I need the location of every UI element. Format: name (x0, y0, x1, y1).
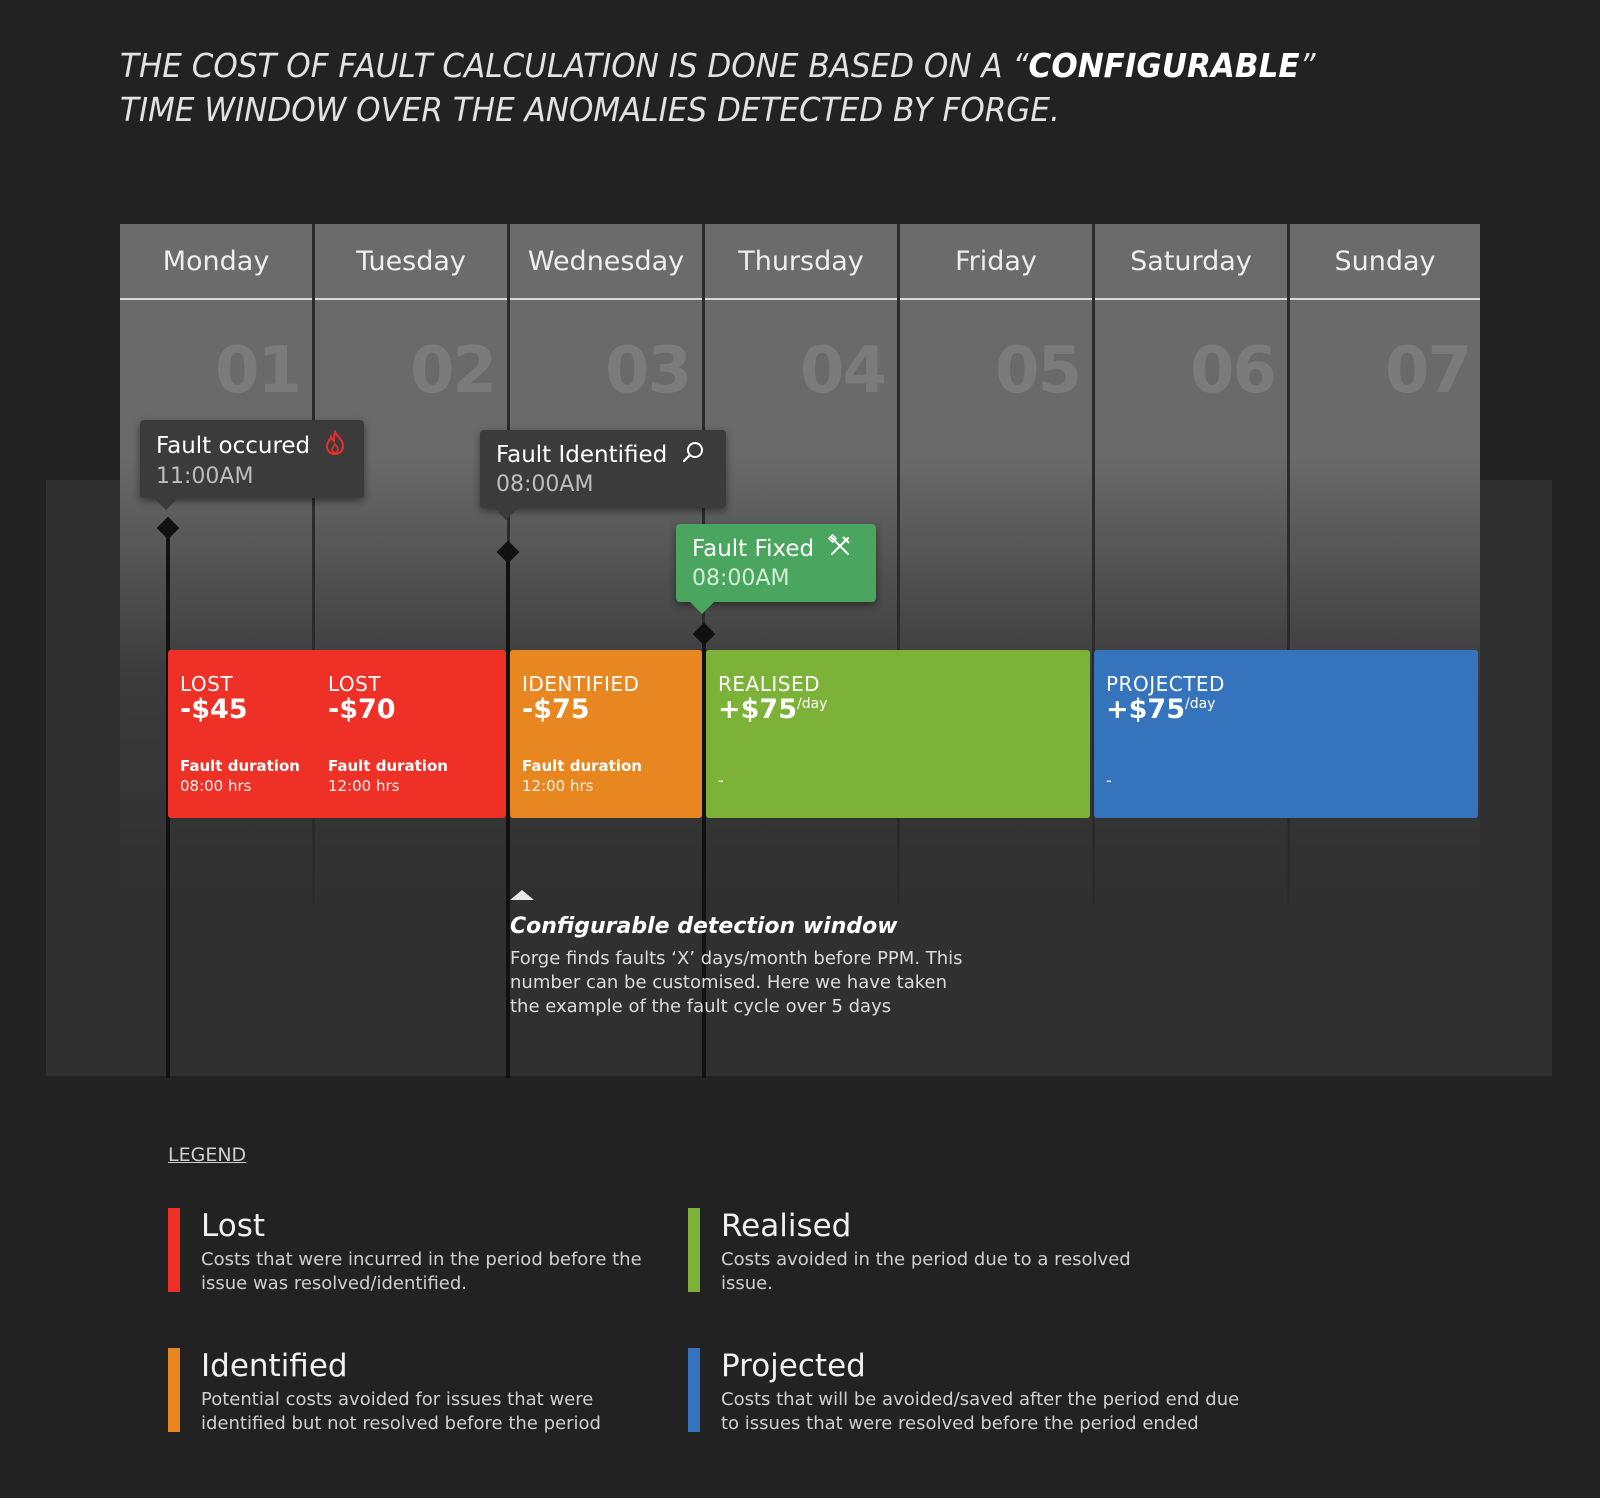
amount-unit: /day (1184, 696, 1216, 712)
duration-value: 08:00 hrs (180, 777, 252, 795)
callout-time: 08:00AM (496, 472, 594, 497)
fault-identified-marker-line (506, 552, 510, 1078)
identified-cell: IDENTIFIED -$75 Fault duration 12:00 hrs (522, 672, 642, 795)
cell-label: IDENTIFIED (522, 672, 640, 696)
legend-item-realised: Realised Costs avoided in the period due… (688, 1208, 1168, 1296)
lost-cell-tuesday: LOST -$70 Fault duration 12:00 hrs (328, 672, 448, 795)
cell-note: - (1106, 771, 1112, 790)
legend-item-description: Costs avoided in the period due to a res… (721, 1249, 1131, 1294)
projected-cell: PROJECTED +$75/day - (1106, 672, 1225, 790)
callout-title: Fault occured (156, 433, 311, 459)
cell-amount: -$70 (328, 694, 396, 725)
day-header-wednesday: Wednesday (510, 224, 702, 300)
day-name: Wednesday (527, 245, 685, 277)
cell-label: REALISED (718, 672, 820, 696)
legend-item-name: Identified (201, 1348, 348, 1384)
headline-part2: ” TIME WINDOW OVER THE ANOMALIES DETECTE… (120, 46, 1316, 129)
day-name: Saturday (1130, 245, 1252, 277)
headline-part1: THE COST OF FAULT CALCULATION IS DONE BA… (120, 46, 1029, 85)
callout-title: Fault Identified (496, 442, 668, 468)
fault-identified-callout: Fault Identified 08:00AM (480, 430, 726, 520)
cell-amount: +$75/day (1106, 694, 1225, 725)
legend-item-projected: Projected Costs that will be avoided/sav… (688, 1348, 1248, 1436)
day-header-thursday: Thursday (705, 224, 897, 300)
duration-label: Fault duration (522, 757, 642, 775)
legend-title: LEGEND (168, 1144, 247, 1166)
column-divider (1092, 224, 1095, 904)
realised-block: REALISED +$75/day - (706, 650, 1090, 818)
day-number: 07 (1384, 334, 1472, 408)
cell-label: PROJECTED (1106, 672, 1225, 696)
legend-item-name: Lost (201, 1208, 265, 1244)
detection-window-note: Configurable detection window Forge find… (510, 890, 990, 1019)
amount-value: +$75 (1106, 694, 1185, 725)
amount-unit: /day (796, 696, 828, 712)
projected-block: PROJECTED +$75/day - (1094, 650, 1478, 818)
cell-amount: -$45 (180, 694, 248, 725)
day-number: 04 (799, 334, 887, 408)
headline-emphasis: CONFIGURABLE (1028, 46, 1300, 85)
fault-fixed-callout: Fault Fixed 08:00AM (676, 524, 876, 614)
cell-amount: +$75/day (718, 694, 827, 725)
legend-item-name: Realised (721, 1208, 852, 1244)
day-header-saturday: Saturday (1095, 224, 1287, 300)
lost-cell-monday: LOST -$45 Fault duration 08:00 hrs (180, 672, 300, 795)
pointer-triangle-icon (510, 890, 534, 900)
callout-tail (690, 602, 714, 614)
callout-time: 08:00AM (692, 566, 790, 591)
day-number: 02 (409, 334, 497, 408)
flame-icon (324, 429, 346, 462)
cell-note: - (718, 771, 724, 790)
duration-value: 12:00 hrs (522, 777, 594, 795)
detection-window-title: Configurable detection window (510, 914, 898, 939)
callout-time: 11:00AM (156, 464, 254, 489)
amount-value: +$75 (718, 694, 797, 725)
legend-item-description: Costs that were incurred in the period b… (201, 1249, 642, 1294)
day-header-friday: Friday (900, 224, 1092, 300)
tools-icon (827, 533, 852, 564)
day-name: Monday (162, 245, 270, 277)
headline: THE COST OF FAULT CALCULATION IS DONE BA… (120, 44, 1380, 132)
day-header-monday: Monday (120, 224, 312, 300)
column-divider (897, 224, 900, 904)
lost-block: LOST -$45 Fault duration 08:00 hrs LOST … (168, 650, 506, 818)
day-header-tuesday: Tuesday (315, 224, 507, 300)
legend-item-name: Projected (721, 1348, 866, 1384)
legend-color-bar (688, 1348, 700, 1432)
legend-item-lost: Lost Costs that were incurred in the per… (168, 1208, 648, 1296)
day-number: 03 (604, 334, 692, 408)
callout-title: Fault Fixed (692, 536, 815, 562)
detection-window-description: Forge finds faults ‘X’ days/month before… (510, 948, 963, 1017)
legend-color-bar (168, 1208, 180, 1292)
cell-label: LOST (328, 672, 382, 696)
legend-item-description: Potential costs avoided for issues that … (201, 1389, 601, 1434)
column-divider (1287, 224, 1290, 904)
duration-label: Fault duration (180, 757, 300, 775)
callout-tail (494, 508, 518, 520)
legend-item-identified: Identified Potential costs avoided for i… (168, 1348, 648, 1436)
cell-label: LOST (180, 672, 234, 696)
day-number: 01 (214, 334, 302, 408)
duration-value: 12:00 hrs (328, 777, 400, 795)
cell-amount: -$75 (522, 694, 590, 725)
day-name: Tuesday (356, 245, 466, 277)
day-number: 05 (994, 334, 1082, 408)
callout-tail (154, 498, 178, 510)
legend-color-bar (168, 1348, 180, 1432)
legend-item-description: Costs that will be avoided/saved after t… (721, 1389, 1240, 1434)
legend-color-bar (688, 1208, 700, 1292)
day-name: Friday (955, 245, 1037, 277)
fault-occured-callout: Fault occured 11:00AM (140, 420, 364, 510)
day-name: Sunday (1334, 245, 1436, 277)
duration-label: Fault duration (328, 757, 448, 775)
day-number: 06 (1189, 334, 1277, 408)
column-divider (312, 224, 315, 904)
day-name: Thursday (738, 245, 864, 277)
search-icon (681, 440, 705, 470)
realised-cell: REALISED +$75/day - (718, 672, 827, 790)
day-header-sunday: Sunday (1290, 224, 1480, 300)
identified-block: IDENTIFIED -$75 Fault duration 12:00 hrs (510, 650, 702, 818)
fault-fixed-marker-line (702, 634, 706, 1078)
